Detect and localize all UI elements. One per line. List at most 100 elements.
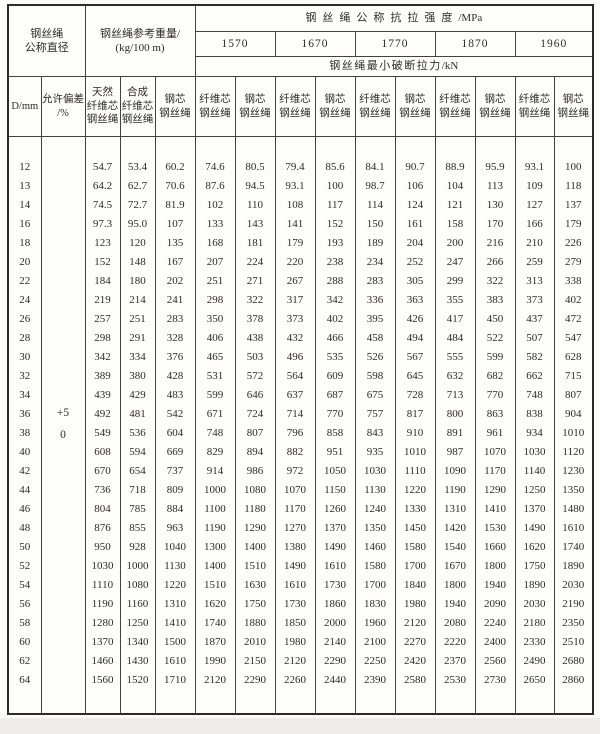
value-cell: 1990: [194, 651, 236, 671]
value-cell: 251: [194, 271, 236, 291]
value-cell: 481: [119, 404, 156, 424]
table-row: 56 1190 1160 1310 1620 1750 1730 1860 1830 1980 19…: [7, 594, 594, 614]
table-row: 44 736 718 809 1000 1080 1070 1150 1130 1220 1190 1…: [7, 480, 594, 500]
value-cell: 1800: [434, 575, 476, 595]
diameter-cell: 13: [7, 176, 42, 196]
value-cell: 1150: [314, 480, 356, 500]
value-cell: 305: [394, 271, 436, 291]
value-cell: 882: [274, 442, 316, 462]
value-cell: 127: [514, 195, 555, 215]
value-cell: 935: [354, 442, 396, 462]
value-cell: 604: [154, 423, 196, 443]
value-cell: 796: [274, 423, 316, 443]
empty-cell: [434, 689, 476, 714]
value-cell: 90.7: [394, 157, 436, 177]
value-cell: 53.4: [119, 157, 156, 177]
value-cell: 2350: [553, 613, 594, 633]
value-cell: 465: [194, 347, 236, 367]
subheader-line: 允许偏差: [42, 93, 84, 105]
value-cell: 402: [553, 290, 594, 310]
subheader-fiber-core-rope-1570: 纤维芯 钢丝绳: [194, 76, 236, 137]
value-cell: 1190: [434, 480, 476, 500]
value-cell: 1280: [84, 613, 121, 633]
value-cell: 2120: [394, 613, 436, 633]
subheader-line: 钢丝绳: [439, 107, 471, 119]
value-cell: 1170: [474, 461, 516, 481]
value-cell: 317: [274, 290, 316, 310]
diameter-cell: 30: [7, 347, 42, 367]
value-cell: 714: [274, 404, 316, 424]
table-row: 22 184 180 202 251 271 267 288 283 305 299 322 313 33…: [7, 271, 594, 291]
empty-cell: [514, 689, 555, 714]
value-cell: 1110: [84, 575, 121, 595]
value-cell: 1430: [119, 651, 156, 671]
diameter-cell: 60: [7, 632, 42, 652]
value-cell: 891: [434, 423, 476, 443]
empty-cell: [154, 689, 196, 714]
value-cell: 95.0: [119, 214, 156, 234]
value-cell: 106: [394, 176, 436, 196]
value-cell: 143: [234, 214, 276, 234]
value-cell: 1380: [274, 537, 316, 557]
value-cell: 80.5: [234, 157, 276, 177]
subheader-line: 钢芯: [324, 93, 346, 105]
value-cell: 2270: [394, 632, 436, 652]
value-cell: 950: [84, 537, 121, 557]
value-cell: 1220: [394, 480, 436, 500]
empty-cell: [354, 689, 396, 714]
value-cell: 87.6: [194, 176, 236, 196]
value-cell: 2140: [314, 632, 356, 652]
value-cell: 1400: [234, 537, 276, 557]
value-cell: 74.5: [84, 195, 121, 215]
value-cell: 181: [234, 233, 276, 253]
value-cell: 1120: [553, 442, 594, 462]
value-cell: 1980: [394, 594, 436, 614]
value-cell: 1560: [84, 670, 121, 690]
subheader-line: 钢丝绳: [518, 107, 551, 119]
table-row: 52 1030 1000 1130 1400 1510 1490 1610 1580 1700 16…: [7, 556, 594, 576]
value-cell: 150: [354, 214, 396, 234]
value-cell: 1730: [314, 575, 356, 595]
table-row: 18 123 120 135 168 181 179 193 189 204 200 216 210 22…: [7, 233, 594, 253]
value-cell: 1400: [194, 556, 236, 576]
value-cell: 1350: [354, 518, 396, 538]
value-cell: 74.6: [194, 157, 236, 177]
value-cell: 1270: [274, 518, 316, 538]
table-row: 24 219 214 241 298 322 317 342 336 363 355 383 373 40…: [7, 290, 594, 310]
value-cell: 120: [119, 233, 156, 253]
value-cell: 437: [514, 309, 555, 329]
subheader-steel-core-rope: 钢芯 钢丝绳: [154, 76, 196, 137]
value-cell: 1630: [234, 575, 276, 595]
value-cell: 800: [434, 404, 476, 424]
value-cell: 266: [474, 252, 516, 272]
value-cell: 894: [234, 442, 276, 462]
table-row: 46 804 785 884 1100 1180 1170 1260 1240 1330 1310 1…: [7, 499, 594, 519]
value-cell: 1940: [474, 575, 516, 595]
subheader-line: 钢丝绳: [319, 107, 351, 119]
value-cell: 141: [274, 214, 316, 234]
value-cell: 1890: [553, 556, 594, 576]
value-cell: 1960: [354, 613, 396, 633]
value-cell: 535: [314, 347, 356, 367]
empty-cell: [84, 136, 121, 158]
subheader-fiber-core-rope-1770: 纤维芯 钢丝绳: [354, 76, 396, 137]
value-cell: 283: [354, 271, 396, 291]
value-cell: 963: [154, 518, 196, 538]
value-cell: 1740: [194, 613, 236, 633]
value-cell: 148: [119, 252, 156, 272]
value-cell: 184: [84, 271, 121, 291]
value-cell: 72.7: [119, 195, 156, 215]
diameter-cell: 24: [7, 290, 42, 310]
value-cell: 609: [314, 366, 356, 386]
value-cell: 531: [194, 366, 236, 386]
value-cell: 858: [314, 423, 356, 443]
strength-header-text: 钢丝绳公称抗拉强度: [305, 12, 459, 25]
value-cell: 1610: [314, 556, 356, 576]
value-cell: 1710: [154, 670, 196, 690]
diameter-cell: 34: [7, 385, 42, 405]
value-cell: 2010: [234, 632, 276, 652]
value-cell: 100: [314, 176, 356, 196]
empty-cell: [314, 136, 356, 158]
value-cell: 2000: [314, 613, 356, 633]
diameter-cell: 46: [7, 499, 42, 519]
